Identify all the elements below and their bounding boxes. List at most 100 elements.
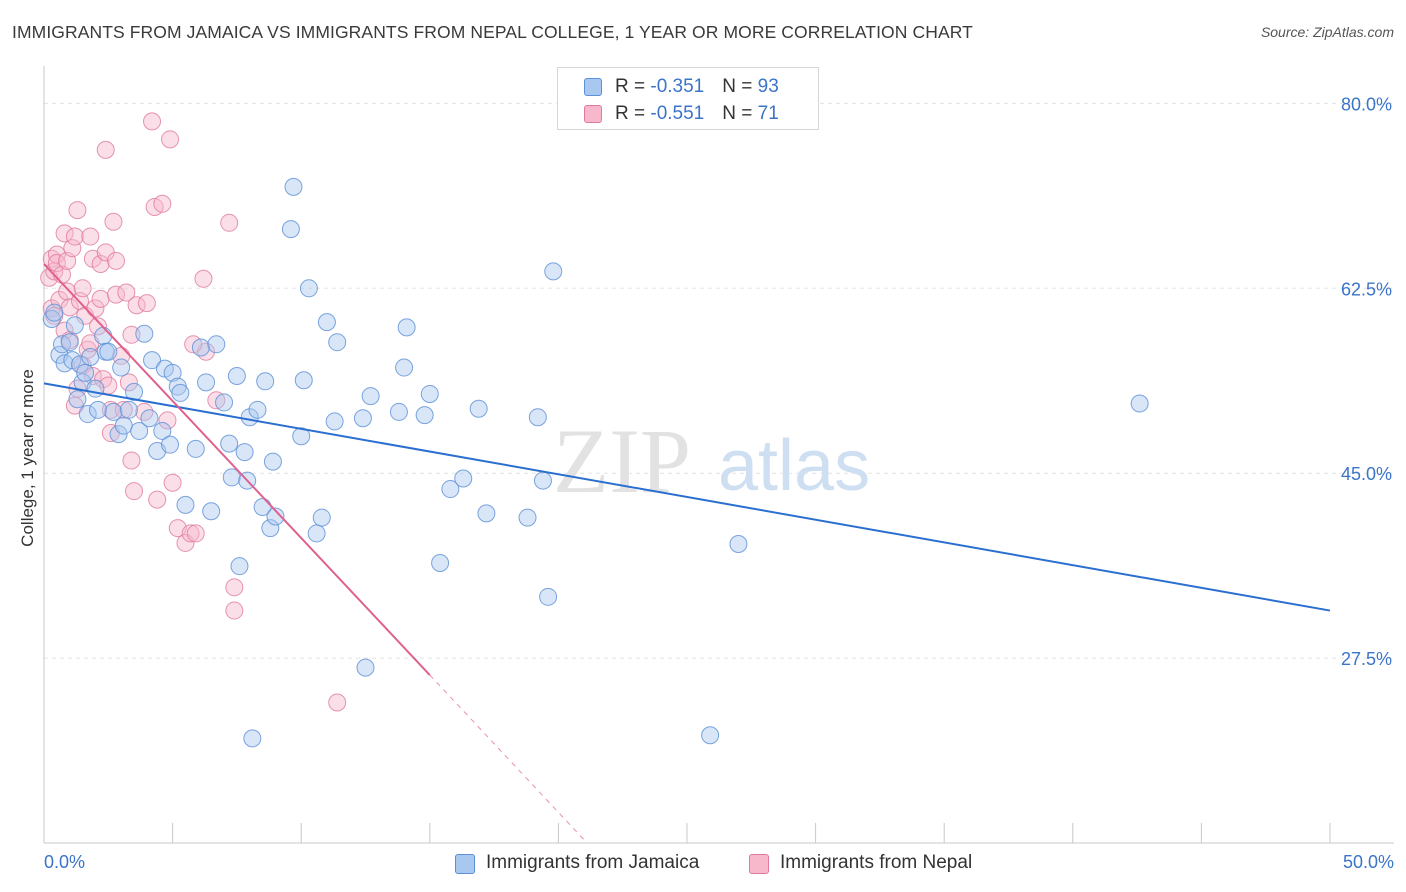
jamaica-point-16: [94, 326, 113, 345]
series-jamaica-points: [42, 177, 1149, 748]
nepal-point-31: [91, 289, 110, 308]
jamaica-point-21: [112, 358, 131, 377]
nepal-point-17: [65, 227, 84, 246]
nepal-point-34: [96, 140, 115, 159]
nepal-point-62: [186, 524, 205, 543]
jamaica-point-60: [294, 371, 313, 390]
jamaica-point-68: [356, 658, 375, 677]
jamaica-point-45: [227, 367, 246, 386]
nepal-point-15: [63, 239, 82, 258]
legend-text-jamaica: R = -0.351 N = 93: [615, 76, 779, 97]
jamaica-point-66: [328, 333, 347, 352]
jamaica-point-35: [171, 383, 190, 402]
jamaica-point-84: [544, 262, 563, 281]
jamaica-point-24: [125, 382, 144, 401]
jamaica-point-1: [45, 303, 64, 322]
nepal-point-32: [91, 255, 110, 274]
jamaica-point-79: [477, 504, 496, 523]
y-tick-labels: 27.5% 45.0% 62.5% 80.0%: [1341, 94, 1392, 669]
jamaica-point-65: [325, 412, 344, 431]
watermark-atlas: atlas: [718, 426, 870, 506]
jamaica-point-18: [99, 342, 118, 361]
jamaica-point-87: [1130, 394, 1149, 413]
jamaica-point-78: [469, 399, 488, 418]
nepal-point-40: [107, 251, 126, 270]
jamaica-point-19: [104, 402, 123, 421]
jamaica-point-64: [317, 313, 336, 332]
jamaica-point-56: [266, 507, 285, 526]
trend-line-nepal-extension: [429, 674, 585, 841]
jamaica-point-3: [53, 335, 72, 354]
jamaica-point-32: [161, 435, 180, 454]
nepal-point-67: [225, 578, 244, 597]
jamaica-point-80: [518, 508, 537, 527]
nepal-point-51: [137, 294, 156, 313]
legend-text-nepal: R = -0.551 N = 71: [615, 103, 779, 124]
jamaica-point-44: [222, 468, 241, 487]
jamaica-point-86: [701, 726, 720, 745]
jamaica-point-36: [176, 495, 195, 514]
jamaica-point-30: [153, 421, 172, 440]
jamaica-point-75: [431, 554, 450, 573]
jamaica-point-67: [353, 409, 372, 428]
jamaica-point-43: [220, 434, 239, 453]
jamaica-point-59: [292, 427, 311, 446]
x-tick-label-min: 0.0%: [44, 852, 86, 872]
x-tick-label-max: 50.0%: [1342, 852, 1394, 872]
axes: [43, 66, 1394, 844]
jamaica-point-28: [143, 351, 162, 370]
jamaica-point-63: [312, 508, 331, 527]
jamaica-point-55: [263, 452, 282, 471]
jamaica-point-5: [60, 333, 79, 352]
jamaica-point-39: [197, 373, 216, 392]
watermark: ZIP atlas: [553, 410, 870, 512]
y-tick-label-3: 80.0%: [1341, 94, 1392, 114]
jamaica-point-61: [299, 279, 318, 298]
nepal-point-21: [73, 279, 92, 298]
jamaica-point-42: [215, 393, 234, 412]
jamaica-point-9: [71, 355, 90, 374]
jamaica-point-53: [256, 372, 275, 391]
jamaica-point-12: [78, 405, 97, 424]
trend-lines: [43, 263, 1331, 841]
nepal-point-47: [122, 451, 141, 470]
jamaica-point-72: [397, 318, 416, 337]
nepal-point-45: [119, 373, 138, 392]
jamaica-point-58: [284, 177, 303, 196]
source-label: Source: ZipAtlas.com: [1260, 24, 1394, 40]
nepal-point-68: [225, 601, 244, 620]
legend-swatch-nepal: [584, 105, 602, 123]
jamaica-point-13: [81, 347, 100, 366]
nepal-point-9: [55, 224, 74, 243]
jamaica-point-62: [307, 524, 326, 543]
nepal-point-37: [101, 400, 120, 419]
jamaica-point-47: [235, 443, 254, 462]
y-tick-label-1: 45.0%: [1341, 464, 1392, 484]
jamaica-point-77: [454, 469, 473, 488]
jamaica-point-57: [281, 220, 300, 239]
jamaica-point-85: [729, 534, 748, 553]
nepal-point-10: [55, 321, 74, 340]
jamaica-point-40: [202, 502, 221, 521]
jamaica-point-15: [89, 400, 108, 419]
nepal-point-30: [89, 317, 108, 336]
jamaica-point-8: [68, 390, 87, 409]
nepal-point-56: [158, 411, 177, 430]
jamaica-point-73: [415, 406, 434, 425]
grid-lines: [44, 102, 1394, 659]
nepal-point-61: [181, 524, 200, 543]
jamaica-point-38: [191, 338, 210, 357]
jamaica-point-33: [163, 363, 182, 382]
jamaica-point-20: [109, 425, 128, 444]
nepal-point-58: [163, 473, 182, 492]
nepal-point-54: [148, 490, 167, 509]
jamaica-point-14: [86, 379, 105, 398]
bottom-legend-swatch-jamaica: [455, 854, 475, 874]
nepal-point-46: [122, 325, 141, 344]
y-tick-label-0: 27.5%: [1341, 649, 1392, 669]
nepal-point-63: [194, 269, 213, 288]
jamaica-point-71: [395, 358, 414, 377]
jamaica-point-37: [186, 439, 205, 458]
y-axis-label: College, 1 year or more: [18, 369, 37, 547]
